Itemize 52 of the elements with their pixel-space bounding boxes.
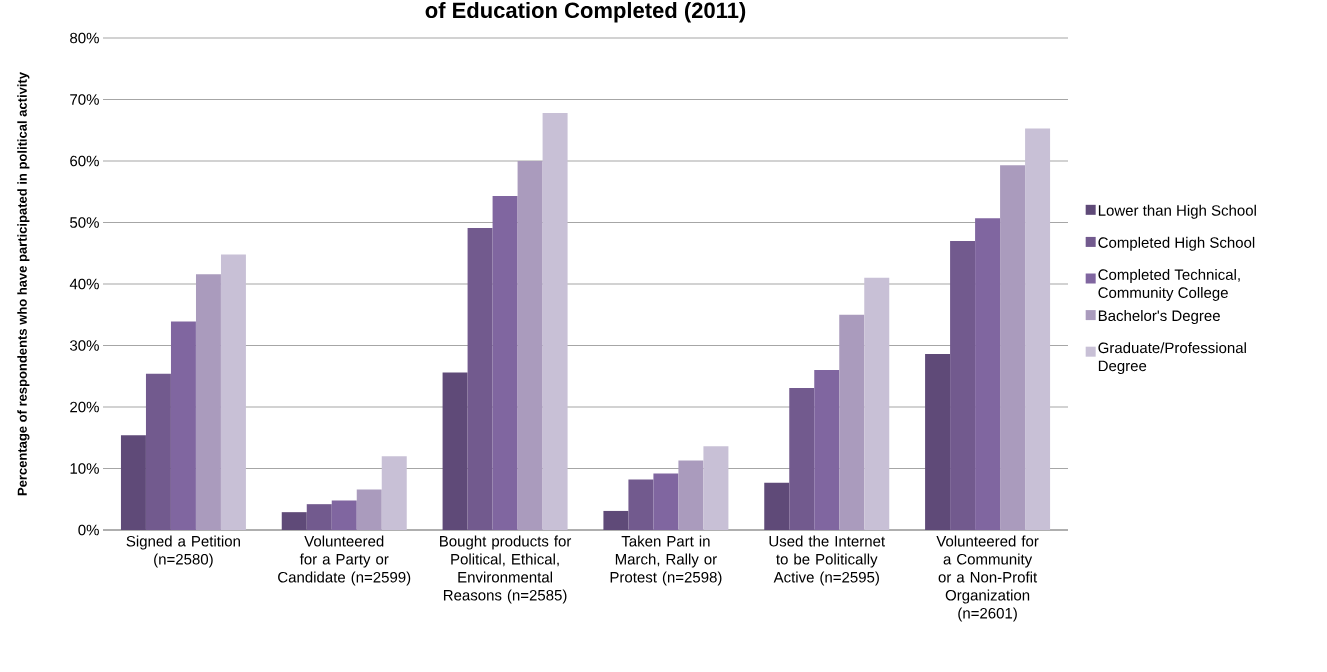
bar xyxy=(839,314,865,530)
bar xyxy=(356,489,382,530)
bar xyxy=(381,456,407,530)
legend-label: Completed High School xyxy=(1098,236,1255,251)
y-tick-label: 50% xyxy=(70,217,99,228)
bar xyxy=(1000,165,1026,530)
bar xyxy=(145,373,171,530)
y-tick-label: 70% xyxy=(70,94,99,105)
y-tick-label: 40% xyxy=(69,278,99,290)
bar xyxy=(925,354,951,530)
bar xyxy=(864,277,890,530)
x-tick-label: Bought products for Political, Ethical, Environmental Reasons (n=2585) xyxy=(440,535,572,604)
bar xyxy=(120,435,146,530)
bar xyxy=(603,510,629,530)
bar xyxy=(628,479,654,530)
bar xyxy=(170,321,196,530)
bar xyxy=(764,482,790,530)
bar xyxy=(542,113,568,530)
bar xyxy=(517,161,543,530)
bar xyxy=(950,240,976,530)
chart-title: of Education Completed (2011) xyxy=(425,1,746,23)
legend-label: Completed Technical, Community College xyxy=(1098,268,1240,301)
x-tick-label: Volunteered for a Party or Candidate (n=2599) xyxy=(278,535,411,586)
y-tick-label: 80% xyxy=(70,32,99,44)
bar xyxy=(703,446,729,530)
bar xyxy=(306,504,332,530)
x-tick-label: Volunteered for a Community or a Non-Profit Organization (n=2601) xyxy=(936,535,1039,622)
y-tick-label: 10% xyxy=(70,463,99,474)
bar xyxy=(814,370,840,530)
bar xyxy=(442,372,468,530)
y-tick-label: 30% xyxy=(70,340,99,351)
y-axis-title: Percentage of respondents who have participated in political activity xyxy=(17,72,30,496)
x-tick-label: Taken Part in March, Rally or Protest (n=2598) xyxy=(610,535,722,586)
x-tick-label: Signed a Petition (n=2580) xyxy=(126,535,240,568)
legend-label: Lower than High School xyxy=(1098,204,1256,219)
bar xyxy=(789,387,815,530)
y-tick-label: 60% xyxy=(70,155,99,167)
bar xyxy=(975,218,1001,530)
bar xyxy=(331,500,357,530)
bar xyxy=(678,460,704,530)
legend-label: Graduate/Professional Degree xyxy=(1098,342,1246,375)
x-tick-label: Used the Internet to be Politically Active (n=2595) xyxy=(769,535,885,586)
bar xyxy=(220,254,246,530)
y-tick-label: 0% xyxy=(78,524,99,536)
bar xyxy=(492,196,518,530)
bar xyxy=(653,473,679,530)
bar xyxy=(281,512,307,530)
legend-label: Bachelor's Degree xyxy=(1098,310,1220,325)
y-tick-label: 20% xyxy=(70,401,99,413)
bar xyxy=(195,274,221,530)
bar xyxy=(467,228,493,530)
bar xyxy=(1025,128,1051,530)
